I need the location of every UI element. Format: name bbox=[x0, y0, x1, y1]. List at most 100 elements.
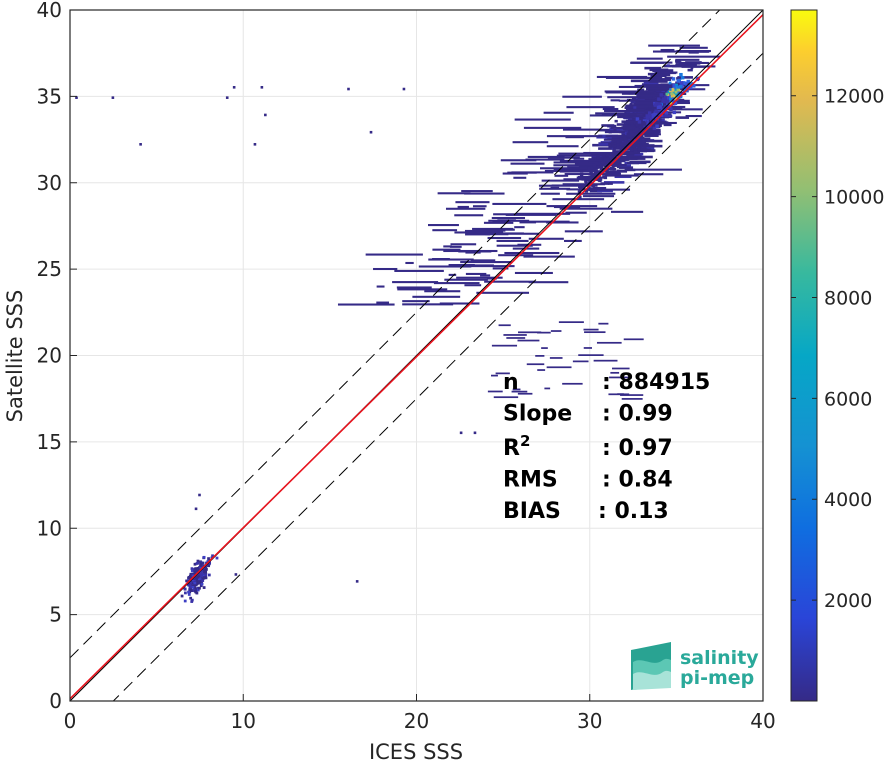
density-cell-core bbox=[611, 166, 615, 171]
density-cell-sparse bbox=[610, 371, 620, 374]
density-cell-sparse bbox=[517, 392, 533, 395]
density-cell-streak bbox=[492, 267, 509, 270]
density-cell-low bbox=[187, 593, 191, 596]
density-cell-core bbox=[596, 162, 601, 166]
density-cell-streak bbox=[550, 186, 560, 189]
density-cell-sparse bbox=[495, 372, 510, 375]
density-cell-low bbox=[193, 562, 197, 566]
density-cell-ocean bbox=[629, 103, 633, 106]
density-cell-peak bbox=[677, 93, 681, 97]
density-cell-streak bbox=[610, 126, 637, 129]
density-cell-core bbox=[611, 163, 616, 168]
density-cell-sparse bbox=[596, 341, 622, 344]
density-cell-core bbox=[676, 79, 680, 83]
density-cell-streak bbox=[564, 239, 582, 242]
density-cell-streak bbox=[402, 303, 454, 306]
density-cell-sparse bbox=[491, 374, 498, 377]
density-cell-core bbox=[640, 127, 644, 131]
density-cell-streak bbox=[547, 156, 580, 159]
density-cell-core bbox=[672, 110, 677, 115]
density-cell-ocean bbox=[597, 189, 613, 193]
density-cell-low bbox=[187, 590, 190, 594]
density-cell-low bbox=[200, 574, 203, 578]
density-cell-core bbox=[669, 107, 673, 112]
density-cell-sparse bbox=[621, 398, 643, 400]
density-cell-streak bbox=[397, 288, 448, 291]
stat-value: : 0.13 bbox=[598, 499, 669, 524]
density-cell-streak bbox=[605, 76, 663, 79]
density-cell-streak bbox=[502, 172, 528, 175]
density-cell-core bbox=[614, 144, 618, 148]
density-cell-ocean bbox=[633, 106, 637, 109]
density-cell-core bbox=[652, 115, 656, 120]
density-cell-core bbox=[602, 175, 606, 179]
density-cell-low bbox=[188, 583, 191, 587]
density-cell-streak bbox=[512, 141, 549, 144]
density-cell-streak bbox=[636, 95, 653, 98]
density-cell-streak bbox=[392, 281, 439, 284]
density-cell-ocean bbox=[608, 130, 627, 134]
density-cell-sparse bbox=[493, 396, 519, 399]
density-cell-low bbox=[190, 598, 194, 602]
density-cell-low bbox=[197, 577, 201, 581]
density-cell-low bbox=[194, 567, 198, 570]
density-cell-streak bbox=[528, 281, 569, 284]
x-tick-label: 10 bbox=[231, 709, 256, 733]
density-cell-core bbox=[584, 179, 588, 183]
density-cell-streak bbox=[448, 264, 475, 267]
density-cell-streak bbox=[566, 188, 589, 191]
density-cell-streak bbox=[671, 65, 716, 68]
density-cell-low bbox=[196, 561, 200, 565]
density-cell-streak bbox=[405, 261, 414, 265]
density-cell-core bbox=[679, 72, 683, 77]
density-cell-peak bbox=[665, 92, 669, 96]
density-cell-core bbox=[603, 163, 607, 168]
density-cell-sparse bbox=[623, 338, 644, 341]
stat-label: Slope bbox=[503, 402, 572, 427]
wave-logo-icon bbox=[631, 642, 671, 690]
density-cell-ocean bbox=[628, 155, 643, 159]
density-cell-core bbox=[584, 182, 589, 186]
density-cell-ocean bbox=[644, 66, 662, 70]
density-cell-streak bbox=[432, 229, 458, 232]
density-cell-streak bbox=[622, 116, 634, 119]
y-tick-label: 30 bbox=[37, 171, 62, 195]
density-cell-sparse bbox=[562, 382, 583, 385]
density-cell-streak bbox=[365, 253, 423, 256]
density-cell-ocean bbox=[608, 182, 613, 185]
salinity-pimep-logo: salinity pi-mep bbox=[631, 642, 759, 690]
density-cell-core bbox=[615, 160, 620, 165]
x-axis-ticks: 0 10 20 30 40 bbox=[64, 694, 776, 733]
density-cell-streak bbox=[376, 285, 385, 288]
density-cell-streak bbox=[484, 232, 540, 235]
density-cell-ocean bbox=[650, 74, 667, 78]
density-cell-core bbox=[601, 169, 606, 173]
density-cell-outlier bbox=[194, 507, 198, 511]
density-cell-ocean bbox=[617, 155, 630, 159]
y-tick-label: 20 bbox=[37, 344, 62, 368]
density-cell-ocean bbox=[676, 77, 682, 80]
density-cell-core bbox=[653, 111, 658, 115]
density-cell-core bbox=[599, 166, 604, 171]
density-cell-core bbox=[641, 140, 646, 144]
density-cell-core bbox=[672, 83, 676, 88]
density-cell-streak bbox=[660, 48, 675, 52]
density-cell-streak bbox=[556, 154, 599, 157]
density-cell-low bbox=[195, 578, 199, 582]
density-cell-ocean bbox=[665, 69, 674, 72]
density-cell-low bbox=[202, 586, 206, 589]
density-cell-sparse bbox=[544, 387, 551, 390]
density-cell-ocean bbox=[607, 124, 617, 128]
density-cell-streak bbox=[454, 231, 504, 234]
density-cell-streak bbox=[505, 213, 557, 216]
density-cell-peak bbox=[669, 97, 672, 101]
density-cell-core bbox=[596, 156, 600, 160]
density-cell-core bbox=[619, 137, 624, 142]
density-cell-outlier bbox=[473, 431, 477, 435]
density-cell-low bbox=[203, 572, 207, 576]
density-cell-core bbox=[584, 176, 588, 180]
density-cell-core bbox=[601, 160, 605, 165]
density-cell-streak bbox=[546, 145, 579, 148]
stat-label: BIAS bbox=[503, 499, 561, 524]
density-cell-core bbox=[603, 157, 608, 162]
